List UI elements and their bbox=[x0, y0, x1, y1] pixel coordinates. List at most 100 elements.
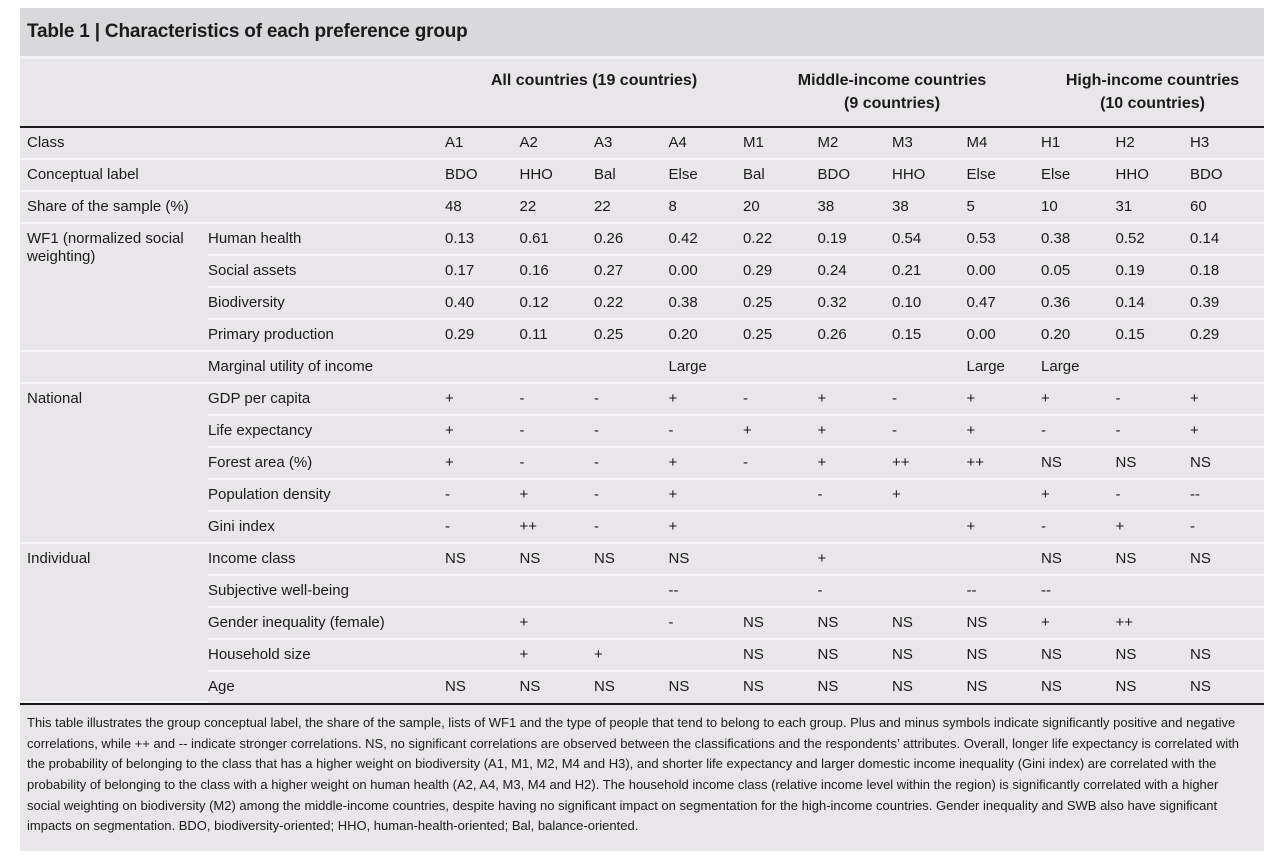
table-cell: + bbox=[1190, 383, 1264, 417]
table-cell: - bbox=[519, 415, 594, 449]
table-cell: + bbox=[966, 383, 1042, 417]
row-sublabel: Human health bbox=[208, 223, 445, 257]
table-cell: NS bbox=[594, 543, 669, 577]
table-row: Share of the sample (%) 48 22 22 8 20 38 38 5 10 3… bbox=[20, 191, 1264, 225]
table-cell: - bbox=[519, 383, 594, 417]
table-cell bbox=[594, 351, 669, 385]
row-label: National bbox=[20, 383, 208, 545]
table-cell bbox=[445, 575, 520, 609]
table-cell: 0.54 bbox=[892, 223, 967, 257]
table-cell: A4 bbox=[668, 127, 744, 161]
preference-group-table: All countries (19 countries) Middle-inco… bbox=[20, 59, 1264, 704]
table-cell: 0.05 bbox=[1041, 255, 1116, 289]
table-cell: - bbox=[1190, 511, 1264, 545]
table-cell: A1 bbox=[445, 127, 520, 161]
row-label: Individual bbox=[20, 543, 208, 704]
table-row: Forest area (%) + - - + - + ++ ++ NS NS NS bbox=[20, 447, 1264, 481]
table-cell: -- bbox=[668, 575, 744, 609]
table-cell: 0.29 bbox=[1190, 319, 1264, 353]
table-cell: 0.25 bbox=[594, 319, 669, 353]
row-label: Conceptual label bbox=[20, 159, 445, 193]
table-cell: 0.39 bbox=[1190, 287, 1264, 321]
table-cell: 0.00 bbox=[966, 319, 1042, 353]
table-cell: 0.16 bbox=[519, 255, 594, 289]
table-cell: 0.32 bbox=[817, 287, 893, 321]
table-row: Population density - + - + - + + - -- bbox=[20, 479, 1264, 513]
table-cell bbox=[594, 575, 669, 609]
table-cell bbox=[519, 575, 594, 609]
table-cell bbox=[817, 511, 893, 545]
table-cell: 5 bbox=[966, 191, 1042, 225]
table-cell: 0.24 bbox=[817, 255, 893, 289]
table-cell bbox=[445, 607, 520, 641]
table-body: Class A1 A2 A3 A4 M1 M2 M3 M4 H1 H2 H3 Conceptual la… bbox=[20, 127, 1264, 704]
table-cell: 0.27 bbox=[594, 255, 669, 289]
table-cell: 0.14 bbox=[1115, 287, 1191, 321]
table-cell: -- bbox=[1190, 479, 1264, 513]
table-cell: 0.00 bbox=[966, 255, 1042, 289]
table-cell: NS bbox=[743, 639, 818, 673]
table-row: Age NS NS NS NS NS NS NS NS NS NS NS bbox=[20, 671, 1264, 702]
table-cell: Else bbox=[966, 159, 1042, 193]
row-sublabel: Social assets bbox=[208, 255, 445, 289]
table-cell: ++ bbox=[966, 447, 1042, 481]
table-cell: NS bbox=[966, 639, 1042, 673]
table-cell: NS bbox=[445, 543, 520, 577]
table-cell: + bbox=[892, 479, 967, 513]
table-cell: 0.15 bbox=[892, 319, 967, 353]
table-cell: NS bbox=[1115, 543, 1191, 577]
table-cell: NS bbox=[594, 678, 615, 696]
table-cell: 0.20 bbox=[1041, 319, 1116, 353]
table-cell: 0.19 bbox=[817, 223, 893, 257]
table-cell: + bbox=[743, 415, 818, 449]
row-sublabel: Gender inequality (female) bbox=[208, 607, 445, 641]
table-cell: 0.36 bbox=[1041, 287, 1116, 321]
table-cell: NS bbox=[1115, 639, 1191, 673]
table-cell: - bbox=[594, 479, 669, 513]
table-cell: + bbox=[1041, 479, 1116, 513]
table-header: All countries (19 countries) Middle-inco… bbox=[20, 59, 1264, 129]
table-cell bbox=[892, 575, 967, 609]
table-cell: - bbox=[817, 575, 893, 609]
table-cell: - bbox=[445, 479, 520, 513]
table-cell bbox=[1190, 351, 1264, 385]
table-cell: - bbox=[1115, 383, 1191, 417]
table-cell: - bbox=[817, 479, 893, 513]
table-cell: HHO bbox=[519, 159, 594, 193]
table-cell: + bbox=[1041, 607, 1116, 641]
table-cell: 38 bbox=[817, 191, 893, 225]
table-cell: + bbox=[817, 543, 893, 577]
table-cell: 31 bbox=[1115, 191, 1191, 225]
row-sublabel: Forest area (%) bbox=[208, 447, 445, 481]
table-cell bbox=[668, 639, 744, 673]
table-cell bbox=[817, 351, 893, 385]
table-cell: 22 bbox=[519, 191, 594, 225]
table-cell: 0.53 bbox=[966, 223, 1042, 257]
table-cell: + bbox=[817, 383, 893, 417]
table-cell: - bbox=[594, 447, 669, 481]
table-cell: + bbox=[445, 447, 520, 481]
table-cell: NS bbox=[1190, 678, 1211, 696]
table-row: Biodiversity 0.40 0.12 0.22 0.38 0.25 0.32 0.10… bbox=[20, 287, 1264, 321]
table-cell: ++ bbox=[892, 447, 967, 481]
table-cell: NS bbox=[519, 678, 541, 696]
row-sublabel: Population density bbox=[208, 479, 445, 513]
table-cell: NS bbox=[1115, 678, 1137, 696]
table-cell: 0.22 bbox=[743, 223, 818, 257]
table-footnote: This table illustrates the group concept… bbox=[20, 703, 1264, 851]
table-cell: + bbox=[519, 639, 594, 673]
row-label: Share of the sample (%) bbox=[20, 191, 445, 225]
table-cell bbox=[1115, 575, 1191, 609]
table-row: Conceptual label BDO HHO Bal Else Bal BDO HHO El… bbox=[20, 159, 1264, 193]
table-cell: + bbox=[1041, 383, 1116, 417]
table-cell: NS bbox=[743, 678, 764, 696]
table-cell: 0.29 bbox=[743, 255, 818, 289]
table-cell: + bbox=[817, 415, 893, 449]
table-cell bbox=[743, 351, 818, 385]
table-cell: BDO bbox=[817, 159, 893, 193]
table-cell: NS bbox=[1041, 543, 1116, 577]
table-cell: - bbox=[1115, 479, 1191, 513]
table-row: Gini index - ++ - + + - + - bbox=[20, 511, 1264, 545]
table-cell: NS bbox=[966, 607, 1042, 641]
table-cell: 0.13 bbox=[445, 223, 520, 257]
